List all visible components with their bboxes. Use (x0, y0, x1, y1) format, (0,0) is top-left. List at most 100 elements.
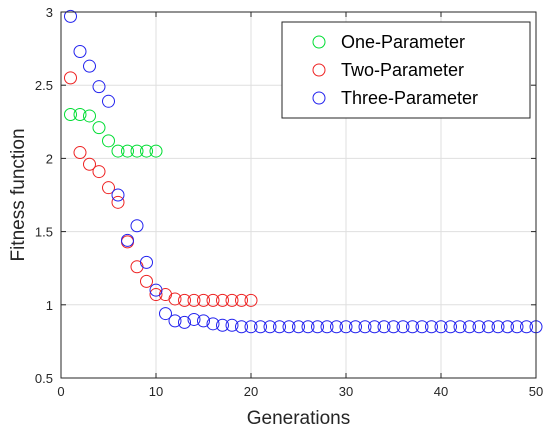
data-point (102, 94, 115, 108)
data-point (463, 320, 476, 334)
data-point (102, 181, 115, 195)
data-point (235, 320, 248, 334)
series-three-parameter (64, 9, 543, 334)
data-point (130, 219, 144, 233)
data-point (111, 195, 125, 209)
data-point (377, 320, 391, 334)
y-tick-label: 1.5 (35, 225, 53, 240)
data-point (225, 318, 239, 332)
data-point (83, 59, 96, 73)
data-point (73, 107, 87, 121)
x-tick-label: 30 (339, 384, 353, 399)
data-point (168, 292, 182, 306)
data-point (472, 320, 486, 334)
data-point (235, 293, 248, 307)
data-point (64, 9, 77, 23)
data-point (387, 320, 400, 334)
data-point (225, 293, 239, 307)
series-one-parameter (64, 107, 163, 158)
data-point (83, 109, 96, 123)
data-point (434, 320, 448, 334)
data-point (111, 144, 125, 158)
data-point (501, 320, 514, 334)
data-point (197, 293, 210, 307)
data-point (444, 320, 457, 334)
legend-marker-three-parameter (312, 91, 326, 105)
data-point (273, 320, 286, 334)
data-point (187, 293, 201, 307)
data-point (140, 144, 153, 158)
data-point (206, 293, 220, 307)
data-point (263, 320, 277, 334)
data-point (73, 45, 87, 59)
data-point (216, 318, 229, 332)
legend-marker-one-parameter (312, 35, 326, 49)
data-point (73, 146, 87, 160)
legend-label-three-parameter: Three-Parameter (341, 88, 478, 108)
y-axis-label: Fitness function (8, 128, 29, 261)
data-point (216, 293, 229, 307)
data-point (339, 320, 353, 334)
data-point (349, 320, 362, 334)
data-point (520, 320, 533, 334)
data-point (453, 320, 467, 334)
data-point (406, 320, 419, 334)
data-point (491, 320, 505, 334)
data-point (244, 320, 258, 334)
legend-marker-two-parameter (312, 63, 326, 77)
data-point (178, 315, 191, 329)
y-tick-label: 3 (46, 5, 53, 20)
data-point (149, 144, 163, 158)
data-point (121, 233, 134, 247)
data-point (149, 288, 163, 302)
data-point (140, 274, 153, 288)
x-axis-label: Generations (247, 408, 351, 429)
data-point (92, 80, 106, 94)
y-tick-label: 2.5 (35, 78, 53, 93)
data-point (301, 320, 315, 334)
data-point (130, 144, 144, 158)
data-point (102, 134, 115, 148)
data-point (92, 165, 106, 179)
y-tick-label: 0.5 (35, 371, 53, 386)
data-point (121, 144, 134, 158)
data-point (197, 314, 210, 328)
data-point (140, 255, 153, 269)
tick-labels: 0 10 20 30 40 50 0.5 1 1.5 2 2.5 3 (35, 5, 543, 399)
legend: One-Parameter Two-Parameter Three-Paramete… (281, 21, 531, 119)
data-point (83, 157, 96, 171)
data-point (482, 320, 495, 334)
y-tick-label: 1 (46, 298, 53, 313)
data-point (396, 320, 410, 334)
data-point (149, 283, 163, 297)
data-point (282, 320, 296, 334)
data-point (159, 307, 172, 321)
y-tick-label: 2 (46, 151, 53, 166)
data-point (254, 320, 267, 334)
x-tick-label: 10 (149, 384, 163, 399)
data-point (206, 317, 220, 331)
data-point (320, 320, 334, 334)
data-point (92, 121, 106, 135)
x-tick-label: 0 (57, 384, 64, 399)
data-point (111, 188, 125, 202)
x-tick-label: 20 (244, 384, 258, 399)
x-tick-label: 40 (434, 384, 448, 399)
data-point (64, 71, 77, 85)
data-points (64, 9, 543, 334)
data-point (178, 293, 191, 307)
data-point (415, 320, 429, 334)
data-point (187, 312, 201, 326)
data-point (168, 314, 182, 328)
data-point (292, 320, 305, 334)
data-point (510, 320, 524, 334)
data-point (358, 320, 372, 334)
data-point (368, 320, 381, 334)
legend-label-two-parameter: Two-Parameter (341, 60, 464, 80)
data-point (425, 320, 438, 334)
plot-frame (60, 11, 537, 379)
data-point (244, 293, 258, 307)
data-point (330, 320, 343, 334)
data-point (64, 107, 77, 121)
